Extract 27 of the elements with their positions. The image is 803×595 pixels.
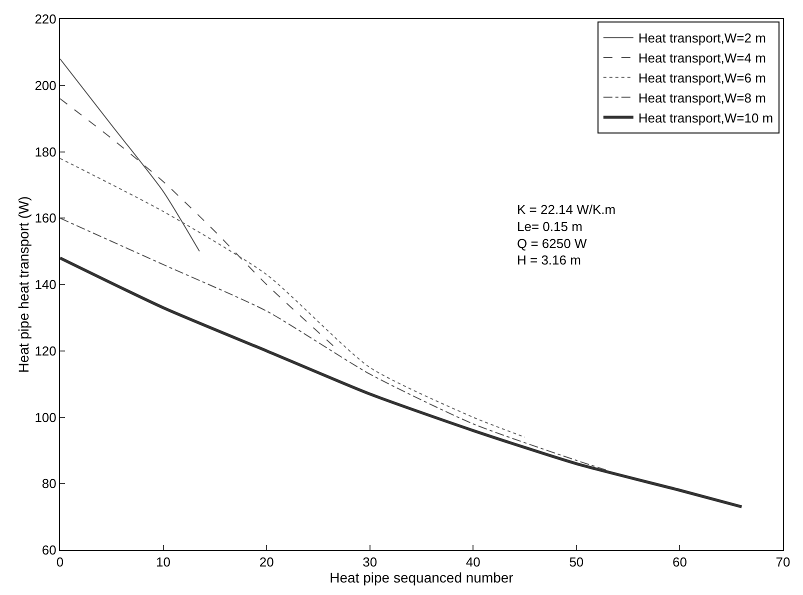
legend-label: Heat transport,W=10 m [638,110,774,126]
x-tick-label: 30 [362,554,378,570]
legend-label: Heat transport,W=4 m [638,50,766,66]
x-tick-label: 60 [672,554,687,570]
y-tick-label: 60 [42,542,56,558]
y-tick-label: 160 [34,210,56,226]
y-axis-title: Heat pipe heat transport (W) [15,196,32,373]
x-tick-label: 0 [56,554,64,570]
x-tick-label: 40 [466,554,480,570]
y-tick-label: 200 [34,78,56,93]
line-series [60,218,608,471]
legend-label: Heat transport,W=2 m [638,30,766,46]
x-tick-label: 50 [569,554,584,570]
y-tick-label: 120 [34,343,56,358]
y-tick-label: 220 [34,12,56,27]
x-tick-label: 10 [156,554,171,570]
legend-label: Heat transport,W=6 m [638,70,766,86]
y-tick-label: 140 [34,277,56,292]
y-tick-label: 180 [34,144,56,160]
legend-label: Heat transport,W=8 m [638,90,766,106]
x-tick-label: 70 [776,554,790,570]
x-axis-title: Heat pipe sequanced number [330,570,514,586]
annotation: K = 22.14 W/K.m Le= 0.15 m Q = 6250 W H = 3.16 m [517,202,616,268]
y-tick-label: 80 [42,476,56,492]
line-series [60,256,744,508]
y-tick-label: 100 [34,410,56,425]
x-tick-label: 20 [259,554,274,570]
